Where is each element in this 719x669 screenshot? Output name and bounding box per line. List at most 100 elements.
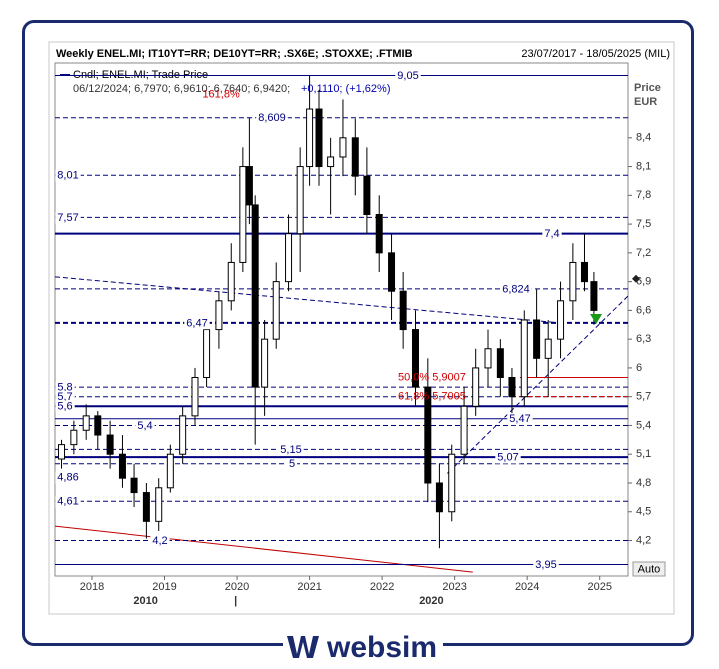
candle-body	[239, 166, 247, 263]
x-tick-label: 2023	[442, 581, 466, 593]
x-tick-label: 2019	[152, 581, 176, 593]
candle-body	[215, 300, 223, 331]
candle-body	[58, 444, 66, 460]
candle-body	[351, 137, 359, 177]
candle-body	[166, 453, 174, 489]
candle-body	[70, 429, 78, 446]
y-tick-label: 4,2	[636, 534, 651, 546]
candle-body	[569, 261, 577, 302]
y-tick-label: 6	[636, 362, 642, 374]
y-tick-label: 5,1	[636, 448, 651, 460]
y-tick-label: 5,4	[636, 419, 651, 431]
level-label: 6,824	[502, 283, 530, 295]
candle-body	[191, 377, 199, 417]
panel-border	[48, 41, 675, 615]
candle-body	[496, 348, 504, 379]
logo-graphic: websim	[287, 631, 437, 664]
candle-body	[388, 252, 396, 292]
x-tick-label: 2018	[80, 581, 104, 593]
y-tick-label: 8,1	[636, 160, 651, 172]
level-label: 8,609	[258, 112, 286, 124]
chart-title: Weekly ENEL.MI; IT10YT=RR; DE10YT=RR; .S…	[56, 48, 413, 60]
candle-body	[484, 348, 492, 369]
level-label: 8,01	[57, 170, 78, 182]
level-label-bg	[500, 283, 532, 296]
level-label: 5,4	[137, 420, 152, 432]
level-label-bg	[150, 534, 170, 547]
level-label: 5	[289, 458, 295, 470]
level-label: 3,95	[535, 559, 556, 571]
candle-body	[375, 214, 383, 254]
x-tick-label: 2020	[225, 581, 249, 593]
candle-body	[155, 487, 163, 522]
auto-button[interactable]	[632, 561, 666, 577]
candle-body	[251, 204, 259, 388]
legend-label: Cndl; ENEL.MI; Trade Price	[73, 69, 208, 81]
level-label: 5,8	[57, 382, 72, 394]
level-label-bg	[256, 112, 288, 125]
candle-body	[533, 319, 541, 359]
logo-text: websim	[326, 631, 437, 664]
trendline	[55, 276, 560, 324]
level-label: 5,47	[509, 413, 530, 425]
level-label: 5,7	[57, 391, 72, 403]
x-tick-label: 2021	[297, 581, 321, 593]
candle-body	[130, 477, 138, 494]
level-label-bg	[278, 443, 304, 456]
last-price-marker	[632, 274, 640, 283]
auto-button-label[interactable]: Auto	[638, 563, 661, 575]
candle-body	[227, 261, 235, 302]
y-tick-label: 7,5	[636, 218, 651, 230]
candle-body	[363, 175, 371, 216]
level-label-bg	[55, 495, 81, 508]
level-label: 4,86	[57, 472, 78, 484]
x-tick-label: 2022	[370, 581, 394, 593]
level-label-bg	[542, 228, 562, 241]
level-label-bg	[495, 451, 521, 464]
candle-body	[261, 338, 269, 388]
info-change: +0,1110; (+1,62%)	[301, 83, 391, 95]
candle-body	[94, 415, 102, 436]
y-axis-label: Price	[634, 82, 661, 94]
level-label-bg	[55, 211, 81, 224]
level-label-bg	[533, 558, 559, 571]
candle-body	[424, 386, 432, 484]
candle-body	[557, 300, 565, 340]
candle-body	[448, 453, 456, 513]
candle-body	[472, 367, 480, 407]
x-tick-label: 2025	[587, 581, 611, 593]
y-tick-label: 5,7	[636, 391, 651, 403]
y-tick-label: 6,3	[636, 333, 651, 345]
level-label-bg	[507, 413, 533, 426]
candle-body	[508, 377, 516, 398]
level-label-bg	[55, 391, 75, 404]
candle-body	[580, 261, 588, 283]
level-label: 9,05	[397, 70, 418, 82]
y-tick-label: 6,6	[636, 304, 651, 316]
level-label-bg	[55, 169, 81, 182]
date-range: 23/07/2017 - 18/05/2025 (MIL)	[521, 48, 670, 60]
level-label-bg	[395, 69, 421, 82]
websim-logo: websim	[283, 630, 443, 664]
candle-body	[315, 108, 323, 168]
candle-body	[142, 492, 150, 522]
candle-body	[179, 415, 187, 455]
level-label: 5,07	[497, 452, 518, 464]
level-label-bg	[55, 471, 81, 484]
fib-extension-label: 161,8%	[202, 89, 240, 101]
candle-body	[306, 108, 314, 168]
y-tick-label: 4,5	[636, 506, 651, 518]
level-label: 5,15	[280, 444, 301, 456]
level-label: 6,47	[186, 317, 207, 329]
level-label-bg	[135, 419, 155, 432]
candle-body	[460, 405, 468, 455]
y-tick-label: 8,4	[636, 132, 651, 144]
candle-body	[272, 281, 280, 340]
candle-body	[245, 166, 253, 206]
candle-body	[435, 482, 443, 513]
level-label-bg	[55, 381, 75, 394]
candle-body	[544, 338, 552, 359]
info-ohlc: 06/12/2024; 6,7970; 6,9610; 6,7640; 6,94…	[73, 83, 290, 95]
